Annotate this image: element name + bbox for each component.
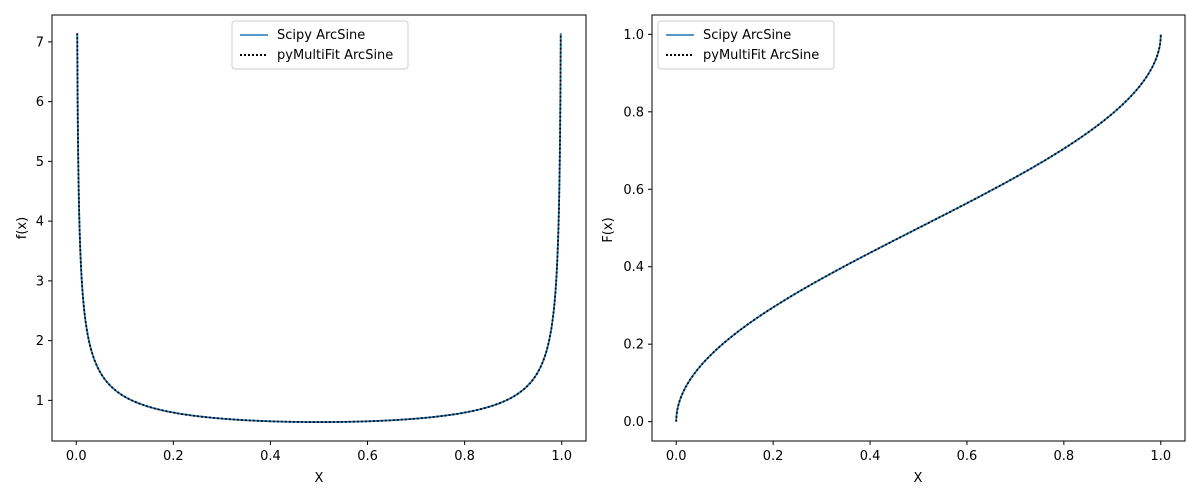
legend-label-scipy: Scipy ArcSine (703, 28, 791, 43)
cdf-curves (675, 34, 1162, 422)
cdf-series-pymultifit-line (675, 34, 1162, 422)
cdf-x-tick-label: 1.0 (1150, 449, 1171, 464)
cdf-y-tick-label: 0.2 (623, 338, 644, 353)
cdf-y-tick-label: 0.4 (623, 260, 644, 275)
cdf-plot-frame (651, 14, 1186, 442)
pdf-curves (76, 33, 562, 423)
cdf-x-tick-label: 0.2 (763, 449, 784, 464)
pdf-y-tick-label: 1 (36, 394, 44, 409)
pdf-y-tick-label: 7 (36, 35, 44, 50)
pdf-y-tick-label: 6 (36, 95, 44, 110)
cdf-x-axis-label: X (914, 471, 923, 486)
legend-box (231, 20, 409, 70)
legend-label-scipy: Scipy ArcSine (277, 28, 365, 43)
pdf-x-tick-label: 0.4 (260, 449, 281, 464)
pdf-x-tick-label: 0.2 (163, 449, 184, 464)
pdf-y-ticks: 1 2 3 4 5 6 7 (36, 35, 52, 409)
pdf-y-tick-label: 5 (36, 155, 44, 170)
cdf-x-ticks: 0.0 0.2 0.4 0.6 0.8 1.0 (666, 441, 1171, 464)
cdf-x-tick-label: 0.4 (860, 449, 881, 464)
pdf-series-pymultifit-line (76, 33, 562, 423)
cdf-legend: Scipy ArcSine pyMultiFit ArcSine (657, 20, 835, 70)
pdf-y-tick-label: 4 (36, 215, 44, 230)
cdf-y-tick-label: 0.8 (623, 105, 644, 120)
pdf-legend: Scipy ArcSine pyMultiFit ArcSine (231, 20, 409, 70)
pdf-subplot: 0.0 0.2 0.4 0.6 0.8 1.0 1 2 3 4 5 6 7 X f(x) Scipy … (15, 14, 587, 486)
cdf-y-tick-label: 0.6 (623, 183, 644, 198)
pdf-x-tick-label: 0.6 (357, 449, 378, 464)
pdf-y-tick-label: 3 (36, 274, 44, 289)
pdf-y-tick-label: 2 (36, 334, 44, 349)
cdf-subplot: 0.0 0.2 0.4 0.6 0.8 1.0 0.00.20.40.60.81.0 X … (601, 14, 1186, 486)
pdf-x-axis-label: X (315, 471, 324, 486)
pdf-x-tick-label: 1.0 (551, 449, 572, 464)
pdf-plot-frame (51, 14, 587, 442)
pdf-y-axis-label: f(x) (15, 217, 30, 239)
pdf-x-tick-label: 0.0 (66, 449, 87, 464)
legend-box (657, 20, 835, 70)
cdf-y-tick-label: 0.0 (623, 415, 644, 430)
cdf-y-ticks: 0.0 0.2 0.4 0.6 0.8 1.0 (623, 28, 652, 430)
pdf-x-tick-label: 0.8 (454, 449, 475, 464)
cdf-x-tick-label: 0.6 (957, 449, 978, 464)
cdf-y-axis-label: F(x) (601, 217, 616, 242)
legend-label-pymultifit: pyMultiFit ArcSine (703, 48, 819, 63)
cdf-x-tick-label: 0.8 (1054, 449, 1075, 464)
cdf-x-tick-label: 0.0 (666, 449, 687, 464)
pdf-x-ticks: 0.0 0.2 0.4 0.6 0.8 1.0 (66, 441, 572, 464)
cdf-y-tick-label: 1.0 (623, 28, 644, 43)
legend-label-pymultifit: pyMultiFit ArcSine (277, 48, 393, 63)
